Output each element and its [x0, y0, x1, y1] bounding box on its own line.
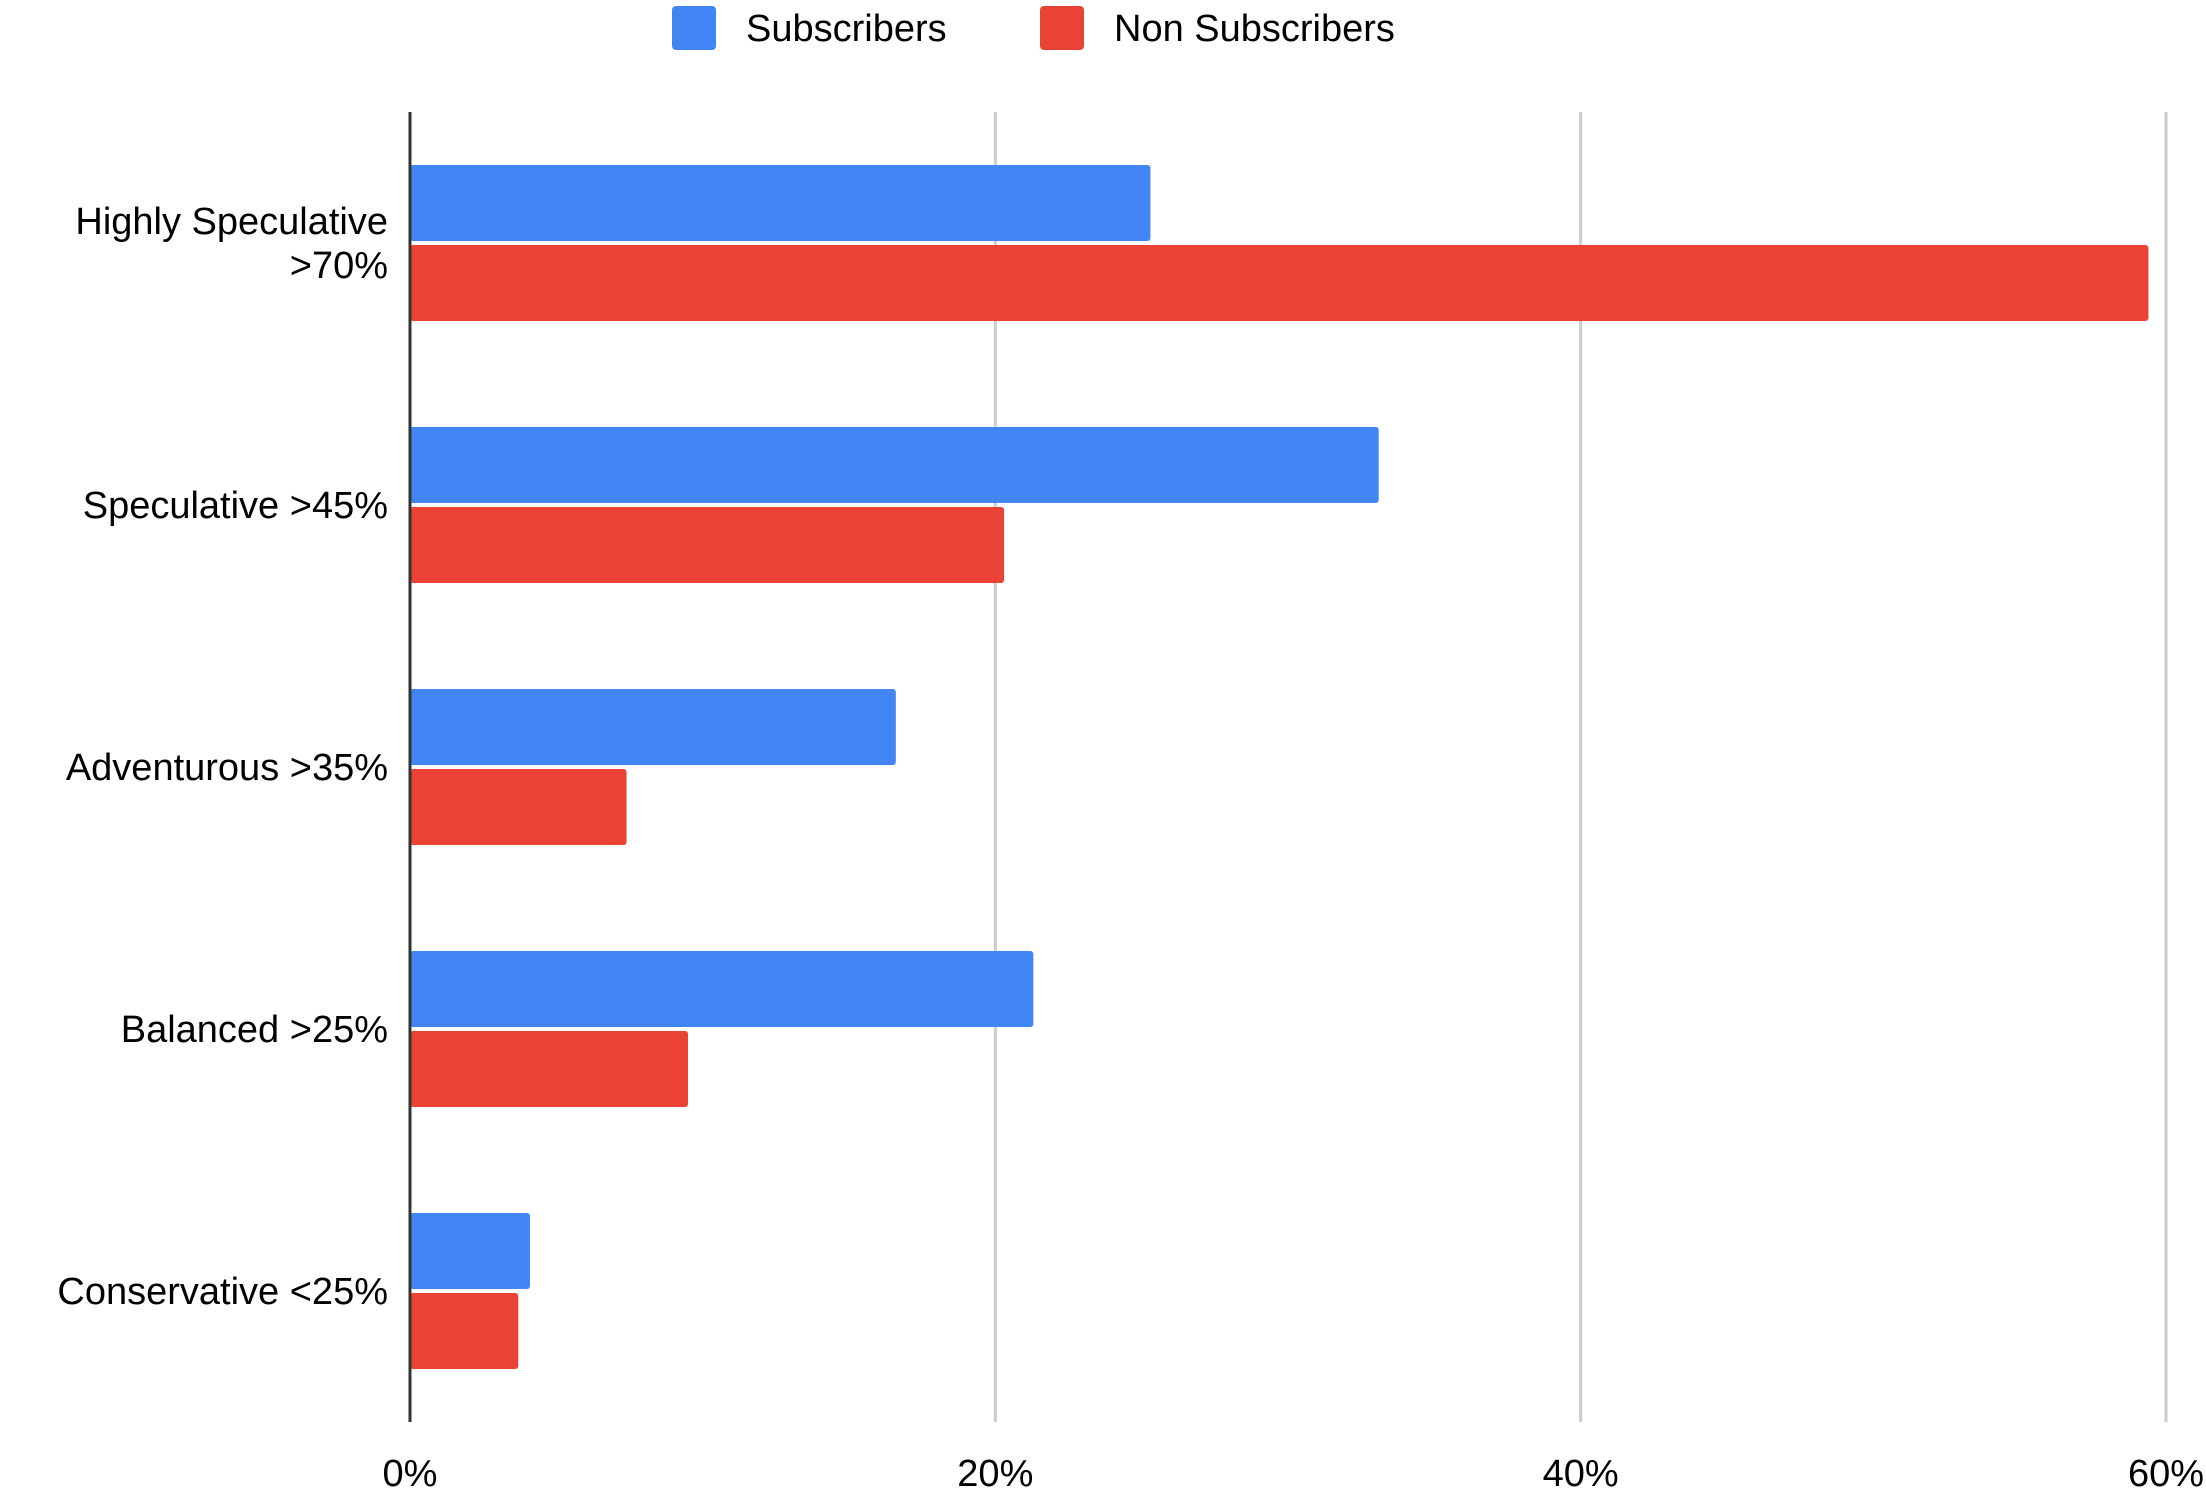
- bar-non-subscribers-4: [410, 1293, 519, 1369]
- bar-non-subscribers-2: [410, 769, 627, 845]
- bar-subscribers-2: [410, 689, 896, 765]
- legend-swatch-non-subscribers: [1040, 6, 1084, 50]
- category-label-0-line-0: Highly Speculative: [75, 201, 388, 243]
- category-label-0-line-1: >70%: [290, 245, 388, 287]
- x-tick-labels: 0% 20% 40% 60%: [383, 1453, 2204, 1495]
- bar-non-subscribers-3: [410, 1031, 689, 1107]
- category-label-2: Adventurous >35%: [66, 747, 388, 789]
- category-label-4: Conservative <25%: [57, 1271, 388, 1313]
- bars: [410, 165, 2149, 1369]
- category-label-1: Speculative >45%: [83, 485, 388, 527]
- bar-non-subscribers-0: [410, 245, 2149, 321]
- bar-subscribers-0: [410, 165, 1151, 241]
- x-tick-label-3: 60%: [2128, 1453, 2204, 1495]
- bar-subscribers-4: [410, 1213, 530, 1289]
- x-tick-label-2: 40%: [1543, 1453, 1619, 1495]
- x-tick-label-1: 20%: [957, 1453, 1033, 1495]
- category-labels: Highly Speculative>70% Speculative >45% Ad…: [57, 201, 388, 1313]
- legend: Subscribers Non Subscribers: [672, 6, 1395, 50]
- x-tick-label-0: 0%: [383, 1453, 438, 1495]
- category-label-3: Balanced >25%: [121, 1009, 388, 1051]
- bar-subscribers-1: [410, 427, 1379, 503]
- bar-subscribers-3: [410, 951, 1034, 1027]
- legend-label-non-subscribers: Non Subscribers: [1114, 8, 1395, 50]
- bar-non-subscribers-1: [410, 507, 1005, 583]
- legend-swatch-subscribers: [672, 6, 716, 50]
- gridlines: [993, 112, 2168, 1422]
- legend-label-subscribers: Subscribers: [746, 8, 947, 50]
